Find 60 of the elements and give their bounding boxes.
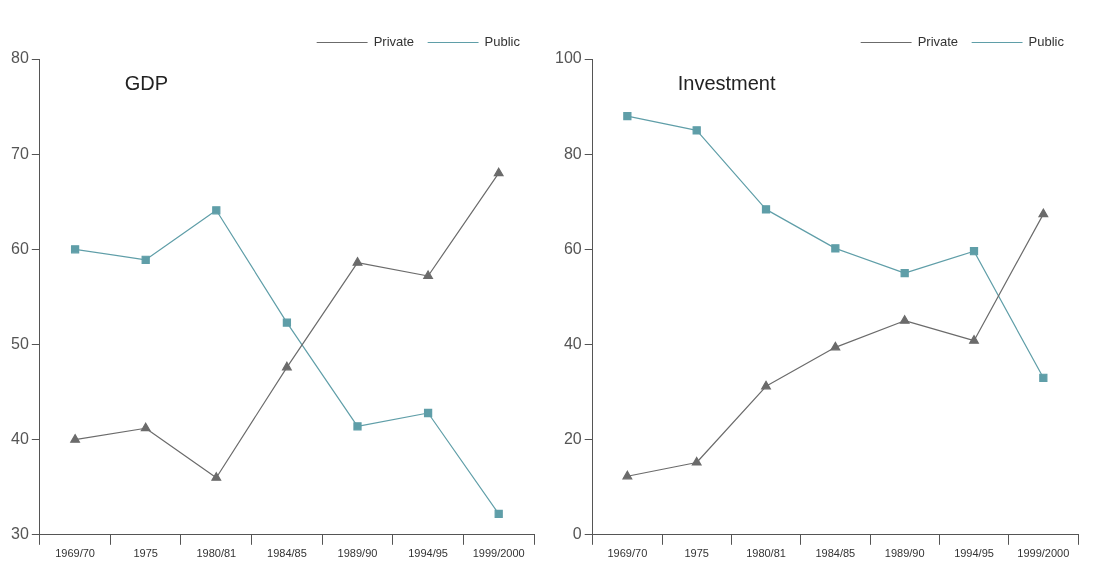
- x-tick-label: 1999/2000: [1017, 547, 1070, 560]
- point: [423, 408, 433, 418]
- x-tick-label: 1999/2000: [472, 547, 525, 560]
- point: [969, 247, 979, 256]
- x-tick-label: 1975: [133, 547, 158, 560]
- y-tick-label: 50: [11, 334, 29, 352]
- y-tick-label: 80: [11, 49, 29, 67]
- point: [353, 422, 362, 431]
- point: [622, 470, 633, 480]
- y-tick-label: 60: [11, 239, 29, 257]
- x-tick-label: 1969/70: [607, 547, 648, 560]
- x-tick-label: 1969/70: [55, 547, 95, 560]
- legend-label: Public: [1028, 34, 1065, 50]
- x-tick-label: 1980/81: [746, 547, 786, 560]
- x-tick-label: 1984/85: [267, 547, 307, 560]
- x-tick-label: 1989/90: [337, 547, 378, 560]
- point: [211, 472, 222, 481]
- text: GDP: [124, 71, 169, 94]
- point: [1039, 373, 1048, 382]
- point: [282, 318, 292, 327]
- point: [761, 380, 771, 390]
- legend-label: Private: [373, 34, 415, 50]
- point: [212, 206, 221, 215]
- point: [140, 422, 151, 432]
- y-tick-label: 20: [563, 430, 582, 448]
- point: [830, 341, 841, 351]
- point: [899, 315, 910, 324]
- point: [831, 244, 840, 253]
- point: [969, 335, 979, 344]
- x-tick-label: 1989/90: [884, 547, 925, 560]
- point: [423, 270, 434, 280]
- point: [494, 509, 503, 518]
- x-tick-label: 1984/85: [815, 547, 856, 560]
- point: [1038, 208, 1049, 218]
- point: [493, 167, 504, 177]
- point: [70, 434, 81, 443]
- legend-label: Private: [917, 34, 959, 50]
- text: Investment: [677, 71, 776, 94]
- point: [70, 245, 80, 254]
- y-tick-label: 0: [572, 525, 582, 543]
- y-tick-label: 40: [563, 334, 582, 352]
- y-tick-label: 30: [11, 525, 29, 543]
- x-tick-label: 1980/81: [196, 547, 237, 560]
- point: [691, 456, 702, 466]
- point: [281, 361, 292, 371]
- x-tick-label: 1994/95: [408, 547, 448, 560]
- point: [761, 205, 771, 214]
- point: [141, 255, 150, 264]
- point: [692, 126, 701, 135]
- point: [352, 257, 363, 266]
- point: [900, 268, 909, 278]
- point: [623, 111, 632, 121]
- y-tick-label: 100: [554, 49, 582, 67]
- x-tick-label: 1975: [684, 547, 709, 560]
- y-tick-label: 80: [563, 144, 582, 162]
- x-tick-label: 1994/95: [954, 547, 994, 560]
- y-tick-label: 70: [11, 144, 29, 162]
- legend-label: Public: [484, 34, 521, 50]
- y-tick-label: 40: [11, 430, 29, 448]
- y-tick-label: 60: [563, 239, 582, 257]
